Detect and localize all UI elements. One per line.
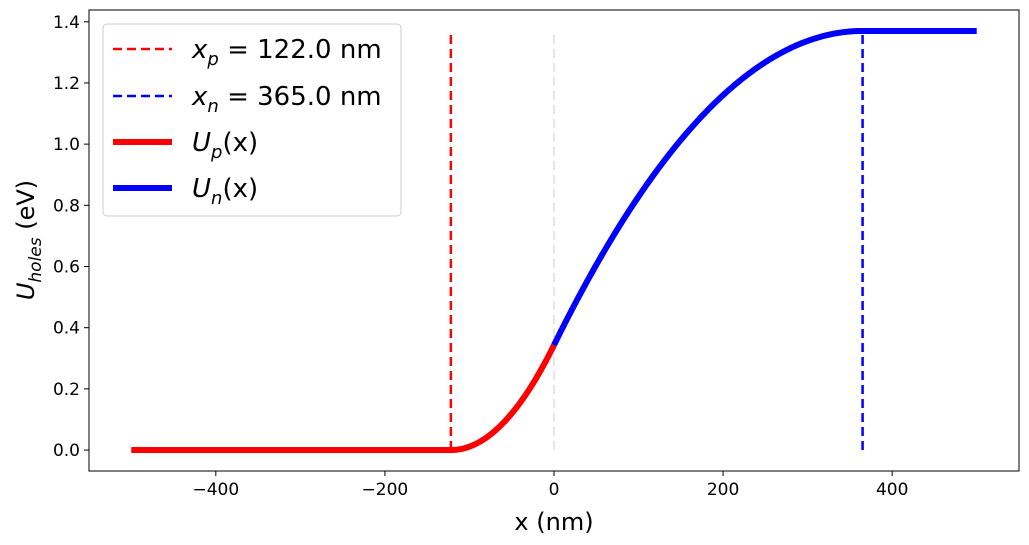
series-line-up <box>129 343 557 454</box>
x-tick-label: 400 <box>876 480 908 500</box>
legend-box <box>102 23 402 217</box>
legend-label-xp: xp = 122.0 nm <box>191 35 382 70</box>
y-tick-label: 0.4 <box>53 319 80 339</box>
y-tick-label: 0.8 <box>53 196 80 216</box>
y-axis-label-sub: holes <box>26 237 46 282</box>
plot-area <box>129 27 979 454</box>
x-axis-label: x (nm) <box>514 508 593 536</box>
x-tick-label: −400 <box>192 480 239 500</box>
y-axis-label-main: U <box>12 282 40 300</box>
y-tick-label: 0.0 <box>53 441 80 461</box>
legend-label-xn: xn = 365.0 nm <box>191 82 382 117</box>
x-tick-label: 0 <box>549 480 560 500</box>
y-tick-label: 1.4 <box>53 13 80 33</box>
legend: xp = 122.0 nm xn = 365.0 nm Up(x) Un(x) <box>102 23 402 217</box>
legend-label-up: Up(x) <box>192 128 258 163</box>
y-tick-label: 0.2 <box>53 380 80 400</box>
x-tick-label: −200 <box>362 480 409 500</box>
x-tick-label: 200 <box>707 480 739 500</box>
y-axis-label: Uholes (eV) <box>12 180 46 300</box>
axis-ticks: −400 −200 0 200 400 0.0 0.2 0.4 0.6 0.8 1.0 1.2 1.4 <box>53 13 908 500</box>
series-line-un <box>551 27 979 347</box>
y-axis-label-unit: (eV) <box>12 180 40 238</box>
y-tick-label: 0.6 <box>53 258 80 278</box>
legend-label-un: Un(x) <box>192 174 258 209</box>
y-tick-label: 1.0 <box>53 135 80 155</box>
y-tick-label: 1.2 <box>53 74 80 94</box>
